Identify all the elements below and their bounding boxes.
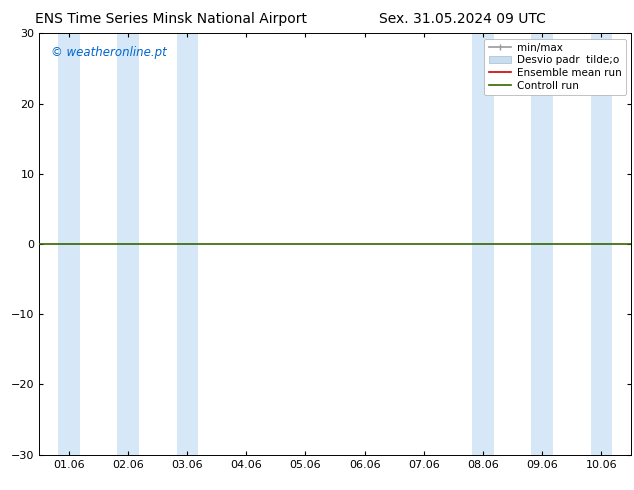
Bar xyxy=(58,33,79,455)
Text: © weatheronline.pt: © weatheronline.pt xyxy=(51,46,167,59)
Text: ENS Time Series Minsk National Airport: ENS Time Series Minsk National Airport xyxy=(35,12,307,26)
Bar xyxy=(117,33,139,455)
Bar xyxy=(472,33,494,455)
Bar xyxy=(531,33,553,455)
Bar xyxy=(591,33,612,455)
Text: Sex. 31.05.2024 09 UTC: Sex. 31.05.2024 09 UTC xyxy=(379,12,547,26)
Bar xyxy=(176,33,198,455)
Legend: min/max, Desvio padr  tilde;o, Ensemble mean run, Controll run: min/max, Desvio padr tilde;o, Ensemble m… xyxy=(484,39,626,95)
